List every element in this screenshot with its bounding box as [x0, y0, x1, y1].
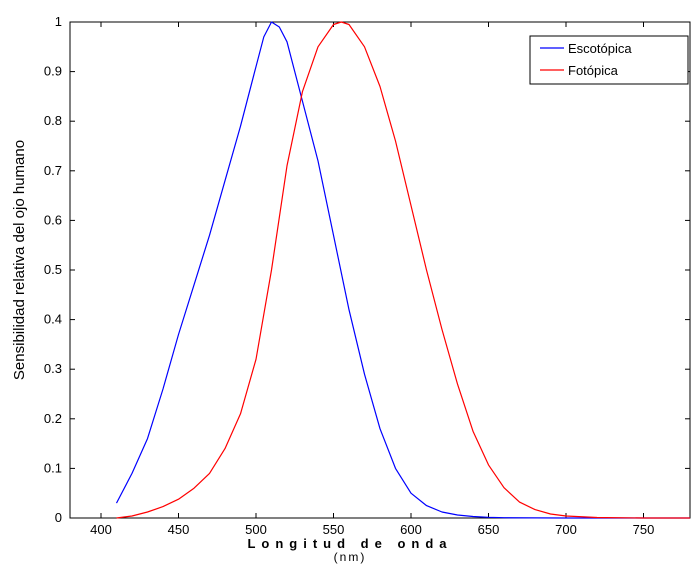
y-tick-label: 0.1 [44, 460, 62, 475]
y-tick-label: 1 [55, 14, 62, 29]
x-tick-label: 550 [323, 522, 345, 537]
series-lines [115, 21, 690, 519]
y-tick-label: 0.3 [44, 361, 62, 376]
x-axis-unit: (nm) [334, 550, 367, 564]
legend-label-escotopica: Escotópica [568, 41, 632, 56]
y-tick-label: 0.8 [44, 113, 62, 128]
x-axis-label: Longitud de onda [247, 536, 452, 551]
legend-label-fotopica: Fotópica [568, 63, 619, 78]
y-tick-label: 0.2 [44, 411, 62, 426]
axis-ticks: 400 450 500 550 600 650 700 750 0 0.1 0.2 0.3 0.4 0.5… [44, 14, 690, 537]
y-tick-label: 0 [55, 510, 62, 525]
y-tick-label: 0.6 [44, 212, 62, 227]
y-tick-label: 0.7 [44, 163, 62, 178]
y-tick-label: 0.9 [44, 64, 62, 79]
x-tick-label: 750 [633, 522, 655, 537]
series-line-fotopica [116, 21, 690, 519]
series-line-escotopica [115, 21, 690, 519]
x-tick-label: 400 [90, 522, 112, 537]
legend-box [529, 35, 689, 85]
x-tick-label: 600 [400, 522, 422, 537]
x-tick-label: 450 [168, 522, 190, 537]
y-tick-label: 0.5 [44, 262, 62, 277]
legend: Escotópica Fotópica [529, 35, 689, 85]
plot-area: 400 450 500 550 600 650 700 750 0 0.1 0.2 0.3 0.4 0.5… [44, 14, 691, 537]
x-tick-label: 700 [555, 522, 577, 537]
y-tick-label: 0.4 [44, 312, 62, 327]
y-axis-label: Sensibilidad relativa del ojo humano [11, 140, 28, 380]
x-tick-label: 500 [245, 522, 267, 537]
x-tick-label: 650 [478, 522, 500, 537]
